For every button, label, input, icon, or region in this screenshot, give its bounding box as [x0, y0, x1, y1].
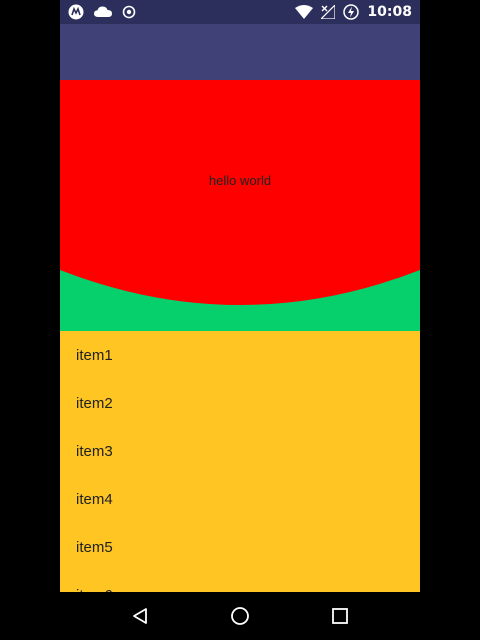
list-item-label: item3 [76, 442, 113, 460]
cloud-icon [94, 6, 112, 18]
list-item[interactable]: item2 [60, 379, 420, 427]
list-item[interactable]: item3 [60, 427, 420, 475]
no-signal-icon [321, 5, 336, 19]
back-icon[interactable] [126, 602, 154, 630]
list-item-label: item2 [76, 394, 113, 412]
list-item[interactable]: item1 [60, 331, 420, 379]
header-red-arc [60, 80, 420, 305]
item-list[interactable]: item1 item2 item3 item4 item5 item6 [60, 331, 420, 592]
wifi-icon [295, 5, 314, 19]
phone-screen: 10:08 hello world item1 item2 item3 item… [60, 0, 420, 640]
battery-charging-icon [343, 4, 360, 20]
list-item-label: item4 [76, 490, 113, 508]
list-item[interactable]: item4 [60, 475, 420, 523]
header-title: hello world [208, 173, 272, 188]
app-bar [60, 24, 420, 80]
header-area: hello world [60, 80, 420, 331]
app-notification-icon [68, 4, 84, 20]
list-item-label: item5 [76, 538, 113, 556]
list-item-label: item6 [76, 587, 113, 593]
list-item[interactable]: item6 [60, 571, 420, 593]
recents-icon[interactable] [326, 602, 354, 630]
navigation-bar [0, 592, 480, 640]
location-target-icon [122, 5, 136, 19]
list-item-label: item1 [76, 346, 113, 364]
list-item[interactable]: item5 [60, 523, 420, 571]
status-time: 10:08 [367, 4, 412, 20]
home-icon[interactable] [226, 602, 254, 630]
status-bar: 10:08 [60, 0, 420, 24]
